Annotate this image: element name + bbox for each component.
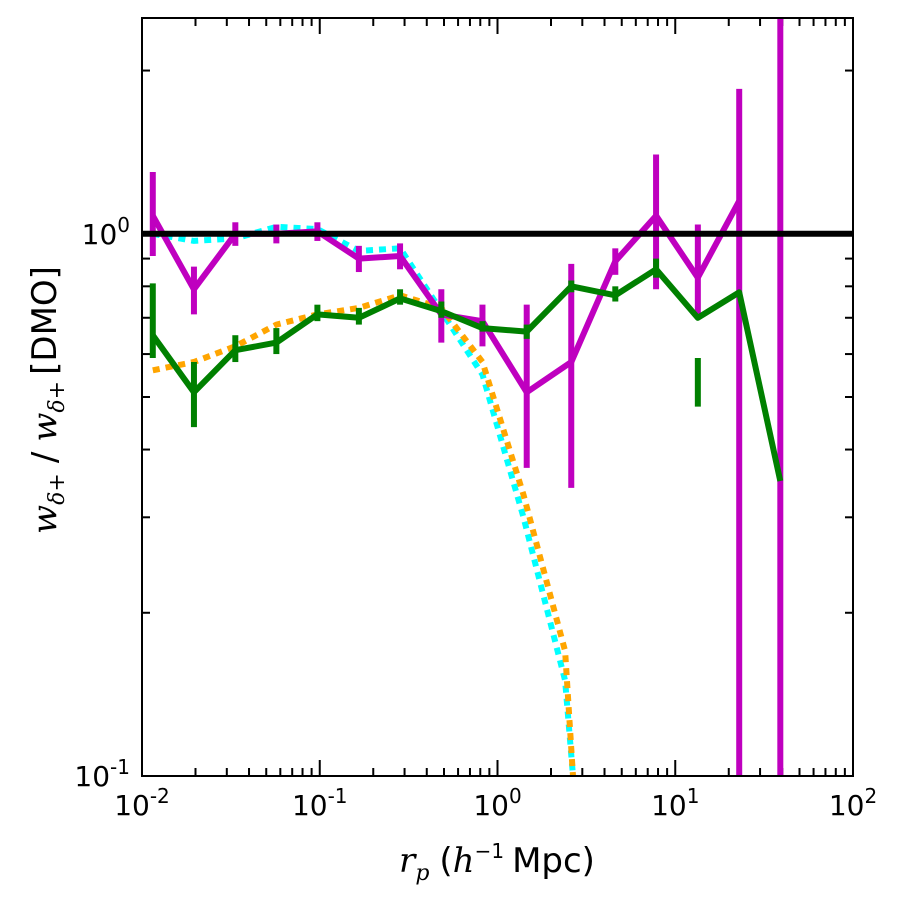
y-tick-base: 10 xyxy=(74,760,110,793)
y-axis-label: wδ+/wδ+[DMO] xyxy=(25,266,70,534)
x-label-open: ( xyxy=(439,841,452,881)
x-tick-exp: 0 xyxy=(509,784,522,808)
x-tick-exp: -2 xyxy=(150,784,170,808)
x-tick-base: 10 xyxy=(114,789,150,822)
y-label-den-sub: δ+ xyxy=(45,381,70,413)
plot-frame xyxy=(141,17,854,777)
y-label-num-sub: δ+ xyxy=(45,473,70,505)
x-label-h: h xyxy=(453,841,475,881)
series-line-dotted-orange xyxy=(152,292,576,776)
y-tick-exp: 0 xyxy=(117,213,130,237)
series-line-dotted-cyan xyxy=(152,223,576,776)
x-tick-label: 102 xyxy=(829,784,877,822)
x-tick-label: 10-2 xyxy=(114,784,170,822)
x-tick-exp: 1 xyxy=(687,784,700,808)
y-label-tag: [DMO] xyxy=(25,266,65,375)
x-tick-exp: 2 xyxy=(864,784,877,808)
x-label-exp: −1 xyxy=(475,839,504,863)
x-axis-label: rp (h−1 Mpc) xyxy=(399,839,595,886)
y-tick-exp: -1 xyxy=(110,755,130,779)
x-label-unit: Mpc) xyxy=(512,841,595,881)
x-label-sub: p xyxy=(415,861,429,886)
series-line-green xyxy=(150,266,784,482)
plot-area xyxy=(142,18,853,776)
x-tick-base: 10 xyxy=(829,789,865,822)
y-label-sep: / xyxy=(25,451,65,463)
x-tick-label: 101 xyxy=(651,784,699,822)
y-tick-label: 10-1 xyxy=(74,755,130,793)
x-tick-label: 100 xyxy=(473,784,521,822)
x-tick-base: 10 xyxy=(473,789,509,822)
y-label-num-var: w xyxy=(25,505,65,534)
x-label-var: r xyxy=(399,841,417,881)
x-tick-exp: -1 xyxy=(328,784,348,808)
x-tick-base: 10 xyxy=(292,789,328,822)
x-tick-label: 10-1 xyxy=(292,784,348,822)
y-tick-label: 100 xyxy=(82,213,130,251)
x-tick-base: 10 xyxy=(651,789,687,822)
y-label-den-var: w xyxy=(25,413,65,442)
y-tick-base: 10 xyxy=(82,218,118,251)
